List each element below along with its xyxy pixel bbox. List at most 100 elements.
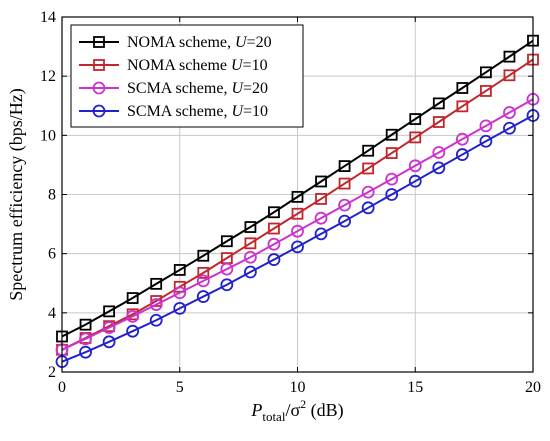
data-point-s3-10 <box>291 240 304 254</box>
data-point-s2-9 <box>267 237 281 251</box>
data-point-s3-16 <box>432 161 446 175</box>
data-point-s1-18 <box>479 85 492 97</box>
data-point-s2-14 <box>385 172 399 186</box>
data-point-s2-10 <box>291 224 304 238</box>
legend-label-val-2: =20 <box>243 80 268 97</box>
data-point-s2-4 <box>149 298 163 311</box>
legend-label-val-0: =20 <box>247 34 272 51</box>
y-tick-label-2: 6 <box>48 246 56 263</box>
data-point-s0-16 <box>432 97 445 110</box>
x-axis-label-rest: /σ <box>285 400 300 420</box>
x-tick-label-3: 15 <box>407 379 423 396</box>
data-point-s2-12 <box>338 198 352 212</box>
y-tick-label-4: 10 <box>40 127 56 144</box>
y-tick-label-3: 8 <box>48 187 56 204</box>
legend-entry-1: NOMA scheme U=10 <box>79 57 268 74</box>
data-point-s0-4 <box>150 277 163 290</box>
legend-label-var-3: U <box>231 103 244 120</box>
data-point-s1-13 <box>362 162 375 175</box>
data-point-s1-6 <box>197 266 210 279</box>
legend-label-3: SCMA scheme, U=10 <box>127 103 268 120</box>
y-tick-label-0: 2 <box>48 364 56 381</box>
data-point-s3-18 <box>479 134 493 148</box>
series-line-0 <box>61 39 534 338</box>
x-tick-label-0: 0 <box>58 379 66 396</box>
legend-marker-0 <box>93 36 105 48</box>
data-point-s3-15 <box>408 174 422 188</box>
legend-label-name-2: SCMA scheme, <box>127 80 231 97</box>
data-point-s0-17 <box>456 82 469 94</box>
data-point-s2-8 <box>243 250 257 264</box>
data-point-s0-12 <box>338 160 351 173</box>
data-point-s0-5 <box>173 264 186 276</box>
data-point-s0-10 <box>291 190 304 203</box>
data-point-s0-11 <box>315 175 327 188</box>
data-point-s0-9 <box>268 206 280 219</box>
data-point-s1-10 <box>291 207 304 220</box>
legend-label-var-0: U <box>235 34 248 51</box>
legend-label-name-3: SCMA scheme, <box>127 103 231 120</box>
x-tick-label-4: 20 <box>525 379 541 396</box>
data-point-s0-19 <box>503 50 516 63</box>
legend-label-var-1: U <box>231 57 244 74</box>
x-axis-label: Ptotal/σ2 (dB) <box>250 397 343 424</box>
legend-marker-3 <box>92 104 106 118</box>
series-line-1 <box>61 58 534 351</box>
y-axis-label: Spectrum efficiency (bps/Hz) <box>6 88 27 301</box>
data-point-s1-17 <box>456 100 469 113</box>
legend-marker-1 <box>93 59 105 71</box>
data-point-s1-19 <box>503 69 516 82</box>
data-point-s1-8 <box>244 237 257 250</box>
data-point-s3-12 <box>338 214 352 228</box>
series-3 <box>55 109 540 369</box>
data-point-s2-2 <box>102 321 116 335</box>
data-point-s2-6 <box>196 274 210 288</box>
series-line-2 <box>61 98 534 351</box>
data-point-s1-12 <box>338 177 351 190</box>
data-point-s0-2 <box>103 305 115 318</box>
legend-label-name-1: NOMA scheme <box>127 57 231 74</box>
legend-label-1: NOMA scheme U=10 <box>127 57 268 74</box>
data-point-s3-19 <box>503 121 516 135</box>
legend-label-name-0: NOMA scheme, <box>127 34 235 51</box>
x-axis-label-main: P <box>250 400 262 420</box>
data-point-s1-16 <box>432 116 445 128</box>
data-point-s1-15 <box>409 131 422 144</box>
x-axis-label-sub: total <box>262 409 285 424</box>
data-point-s3-4 <box>149 313 163 327</box>
data-point-s3-2 <box>102 335 116 349</box>
data-point-s3-1 <box>79 345 92 359</box>
series-line-3 <box>61 114 534 363</box>
data-point-s0-14 <box>385 128 398 141</box>
legend-entry-0: NOMA scheme, U=20 <box>79 34 272 51</box>
legend-label-val-1: =10 <box>243 57 268 74</box>
data-point-s2-16 <box>432 146 446 159</box>
data-point-s0-18 <box>479 66 492 79</box>
data-point-s0-8 <box>244 221 257 233</box>
data-point-s2-1 <box>79 332 92 346</box>
data-point-s2-17 <box>455 132 469 146</box>
data-point-s1-14 <box>385 147 398 159</box>
y-tick-label-1: 4 <box>48 305 56 322</box>
data-point-s3-7 <box>220 278 234 292</box>
data-point-s3-6 <box>196 290 210 303</box>
y-tick-label-5: 12 <box>40 68 56 85</box>
x-axis-label-unit: (dB) <box>306 400 344 421</box>
data-point-s2-15 <box>408 159 422 173</box>
data-point-s2-13 <box>361 185 375 199</box>
data-point-s3-3 <box>126 324 140 338</box>
x-axis-label-sup: 2 <box>300 397 306 411</box>
data-point-s0-6 <box>197 249 210 262</box>
legend-label-2: SCMA scheme, U=20 <box>127 80 268 97</box>
x-tick-label-1: 5 <box>176 379 184 396</box>
series-2 <box>55 92 540 357</box>
data-point-s2-5 <box>173 286 187 300</box>
data-point-s0-1 <box>79 318 92 331</box>
data-point-s2-19 <box>503 106 516 119</box>
data-point-s0-7 <box>220 235 233 248</box>
data-point-s3-14 <box>385 188 399 201</box>
data-point-s2-7 <box>220 262 234 276</box>
y-tick-label-6: 14 <box>40 9 56 26</box>
